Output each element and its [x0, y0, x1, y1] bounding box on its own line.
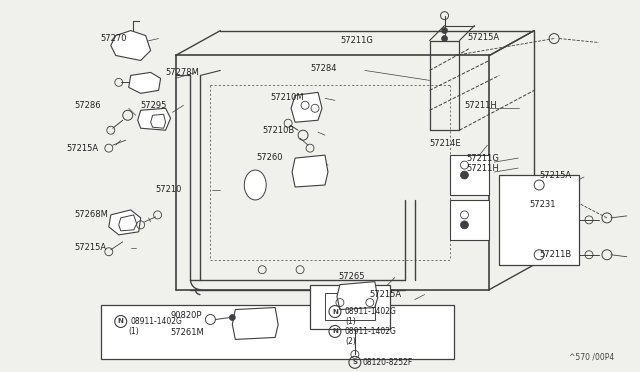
Polygon shape	[449, 155, 490, 195]
Text: 08120-8252F: 08120-8252F	[363, 358, 413, 367]
Text: N: N	[332, 328, 338, 334]
Text: 90820P: 90820P	[171, 311, 202, 320]
Text: 08911-1402G: 08911-1402G	[131, 317, 182, 326]
Text: ^570 /00P4: ^570 /00P4	[569, 353, 614, 362]
Polygon shape	[119, 215, 137, 231]
Text: 57215A: 57215A	[370, 290, 402, 299]
Text: 57268M: 57268M	[74, 211, 108, 219]
Text: 57231: 57231	[529, 201, 556, 209]
Polygon shape	[138, 108, 171, 130]
Polygon shape	[337, 282, 378, 310]
Text: 57295: 57295	[141, 101, 167, 110]
Text: 57215A: 57215A	[539, 170, 572, 180]
Circle shape	[442, 36, 447, 42]
Text: 57210M: 57210M	[270, 93, 304, 102]
Text: 08911-1402G: 08911-1402G	[345, 327, 397, 336]
Text: 57260: 57260	[256, 153, 283, 161]
Polygon shape	[449, 200, 490, 240]
Bar	[310, 285, 390, 330]
Text: 57210: 57210	[156, 186, 182, 195]
Text: (1): (1)	[129, 327, 140, 336]
Text: 57210B: 57210B	[262, 126, 294, 135]
Text: N: N	[118, 318, 124, 324]
Polygon shape	[129, 73, 161, 93]
Text: (2): (2)	[345, 337, 356, 346]
Text: 57286: 57286	[74, 101, 100, 110]
Ellipse shape	[244, 170, 266, 200]
Text: 57284: 57284	[310, 64, 337, 73]
Text: 57211G: 57211G	[467, 154, 499, 163]
Text: 57211B: 57211B	[539, 250, 572, 259]
Text: 57215A: 57215A	[66, 144, 98, 153]
Text: 08911-1402G: 08911-1402G	[345, 307, 397, 316]
Bar	[101, 305, 454, 359]
Text: 57215A: 57215A	[467, 33, 500, 42]
Text: 57261M: 57261M	[171, 328, 204, 337]
Text: 57270: 57270	[101, 34, 127, 43]
Circle shape	[460, 171, 468, 179]
Circle shape	[460, 221, 468, 229]
Text: 57215A: 57215A	[74, 243, 106, 252]
Text: 57278M: 57278M	[166, 68, 200, 77]
Text: 57211H: 57211H	[465, 101, 497, 110]
Text: 57214E: 57214E	[429, 139, 461, 148]
Polygon shape	[111, 31, 150, 61]
Polygon shape	[292, 155, 328, 187]
Circle shape	[229, 314, 236, 321]
Text: 57211G: 57211G	[340, 36, 373, 45]
Bar	[499, 175, 579, 265]
Circle shape	[442, 28, 447, 33]
Polygon shape	[109, 210, 141, 235]
Text: 57211H: 57211H	[467, 164, 499, 173]
Text: S: S	[353, 359, 357, 365]
Polygon shape	[291, 92, 322, 122]
Text: N: N	[332, 308, 338, 315]
Bar	[325, 293, 375, 321]
Text: 57265: 57265	[338, 272, 364, 281]
Text: (1): (1)	[345, 317, 356, 326]
Polygon shape	[232, 308, 278, 339]
Polygon shape	[150, 114, 166, 128]
